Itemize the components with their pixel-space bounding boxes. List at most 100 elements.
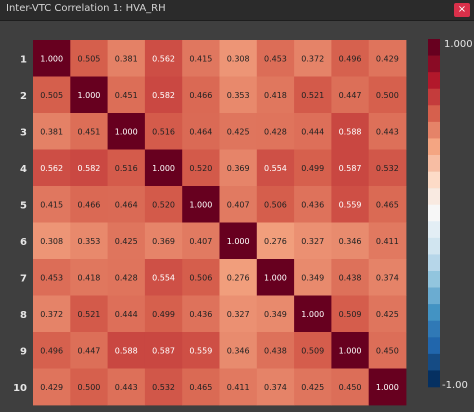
heatmap-cell xyxy=(33,40,71,77)
cell-value-label: 0.499 xyxy=(301,164,324,173)
cell-value-label: 0.451 xyxy=(77,127,100,136)
cell-value-label: 0.521 xyxy=(301,91,324,100)
heatmap-cell xyxy=(33,368,71,406)
heatmap-cell xyxy=(331,368,370,406)
cell-value-label: 0.453 xyxy=(40,273,63,282)
cell-value-label: 0.374 xyxy=(376,273,399,282)
row-label: 1 xyxy=(20,54,27,65)
cell-value-label: 0.372 xyxy=(301,54,324,63)
cell-value-label: 0.447 xyxy=(339,91,362,100)
cell-value-label: 0.450 xyxy=(376,346,399,355)
colorbar-segment xyxy=(428,254,440,272)
title-bar[interactable]: Inter-VTC Correlation 1: HVA_RH × xyxy=(0,0,474,21)
heatmap-cell xyxy=(107,76,146,114)
cell-value-label: 0.506 xyxy=(264,200,287,209)
heatmap-cell xyxy=(144,295,183,333)
colorbar-segment xyxy=(428,72,440,90)
cell-value-label: 0.588 xyxy=(115,346,138,355)
heatmap-cell xyxy=(182,40,220,77)
heatmap-cell xyxy=(107,332,146,369)
heatmap-cell xyxy=(144,149,183,187)
heatmap-cell xyxy=(144,186,183,223)
heatmap-cell xyxy=(331,149,370,187)
cell-value-label: 0.466 xyxy=(189,91,212,100)
cell-value-label: 0.496 xyxy=(40,346,63,355)
cell-value-label: 0.369 xyxy=(152,237,175,246)
heatmap-cell xyxy=(182,113,220,150)
cell-value-label: 0.425 xyxy=(376,310,399,319)
cell-value-label: 0.509 xyxy=(301,346,324,355)
row-label: 4 xyxy=(20,164,27,175)
cell-value-label: 0.308 xyxy=(227,54,250,63)
cell-value-label: 0.516 xyxy=(152,127,175,136)
row-label: 8 xyxy=(20,310,27,321)
heatmap-cell xyxy=(368,295,407,333)
heatmap-cell xyxy=(368,222,407,260)
cell-value-label: 0.443 xyxy=(115,383,138,392)
cell-value-label: 0.411 xyxy=(376,237,399,246)
cell-value-label: 0.562 xyxy=(152,54,175,63)
heatmap-cell xyxy=(256,186,295,223)
cell-value-label: 0.407 xyxy=(227,200,250,209)
heatmap-cell xyxy=(182,149,220,187)
colorbar-segment xyxy=(428,370,440,388)
cell-value-label: 0.418 xyxy=(264,91,287,100)
heatmap-cell xyxy=(368,368,407,406)
cell-value-label: 0.500 xyxy=(376,91,399,100)
cell-value-label: 0.415 xyxy=(40,200,63,209)
colorbar-segment xyxy=(428,320,440,338)
colorbar-segment xyxy=(428,171,440,189)
colorbar-min-label: -1.00 xyxy=(442,380,468,391)
cell-value-label: 1.000 xyxy=(77,91,100,100)
cell-value-label: 0.464 xyxy=(189,127,212,136)
heatmap-cell xyxy=(294,295,332,333)
cell-value-label: 0.429 xyxy=(40,383,63,392)
heatmap-cell xyxy=(70,368,108,406)
heatmap-cell xyxy=(368,113,407,150)
heatmap-cell xyxy=(219,186,258,223)
cell-value-label: 1.000 xyxy=(115,127,138,136)
heatmap-cell xyxy=(107,222,146,260)
cell-value-label: 0.451 xyxy=(115,91,138,100)
cell-value-label: 0.327 xyxy=(227,310,250,319)
heatmap-cell xyxy=(294,368,332,406)
colorbar-segment xyxy=(428,155,440,172)
cell-value-label: 0.588 xyxy=(339,127,362,136)
heatmap-cell xyxy=(331,113,370,150)
colorbar: 1.000 -1.00 xyxy=(428,39,473,391)
heatmap-cell xyxy=(368,332,407,369)
cell-value-label: 0.559 xyxy=(189,346,212,355)
heatmap-cell xyxy=(368,76,407,114)
heatmap-cell xyxy=(107,295,146,333)
heatmap-cell xyxy=(256,368,295,406)
colorbar-segment xyxy=(428,237,440,255)
heatmap-cell xyxy=(70,332,108,369)
cell-value-label: 0.438 xyxy=(264,346,287,355)
cell-value-label: 0.381 xyxy=(115,54,138,63)
correlation-heatmap: 1.000 0.505 0.381 0.562 0.415 0.308 0.453 0.372… xyxy=(13,39,473,412)
heatmap-cell xyxy=(33,149,71,187)
row-labels: 1 2 3 4 5 6 7 8 9 10 xyxy=(13,54,27,394)
heatmap-cell xyxy=(219,332,258,369)
heatmap-cell xyxy=(368,259,407,296)
heatmap-cell xyxy=(33,259,71,296)
close-button[interactable]: × xyxy=(454,3,470,17)
heatmap-cell xyxy=(219,368,258,406)
cell-value-label: 0.436 xyxy=(301,200,324,209)
colorbar-segment xyxy=(428,188,440,206)
cell-value-label: 0.447 xyxy=(77,346,100,355)
cell-value-label: 0.443 xyxy=(376,127,399,136)
cell-value-label: 0.500 xyxy=(77,383,100,392)
heatmap-cell xyxy=(144,368,183,406)
cell-value-label: 0.369 xyxy=(227,164,250,173)
heatmap-cell xyxy=(219,76,258,114)
cell-value-label: 0.464 xyxy=(115,200,138,209)
cell-value-label: 1.000 xyxy=(301,310,324,319)
heatmap-cell xyxy=(256,259,295,296)
heatmap-cell xyxy=(144,222,183,260)
cell-value-label: 0.466 xyxy=(77,200,100,209)
heatmap-cell xyxy=(70,222,108,260)
cell-value-label: 0.327 xyxy=(301,237,324,246)
cell-value-label: 0.465 xyxy=(189,383,212,392)
heatmap-cell xyxy=(219,259,258,296)
